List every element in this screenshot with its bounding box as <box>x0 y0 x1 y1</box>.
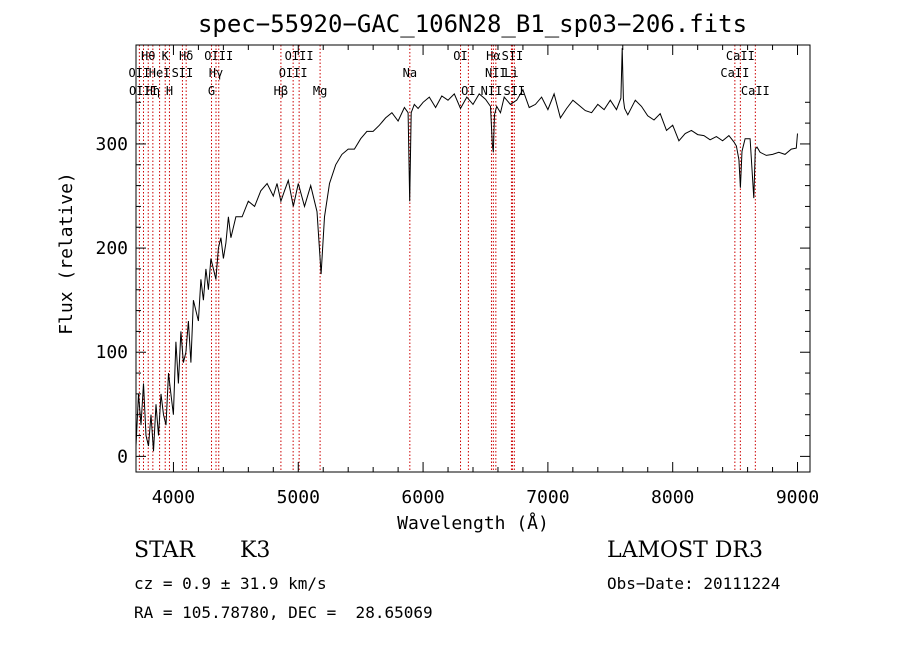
obs-date-label: Obs−Date: 20111224 <box>607 574 781 593</box>
spectral-line-label: Hα <box>486 49 500 63</box>
spectral-line-label: Na <box>403 66 417 80</box>
spectral-line-label: OII <box>129 66 151 80</box>
redshift-label: cz = 0.9 ± 31.9 km/s <box>134 574 327 593</box>
x-tick-label: 4000 <box>152 487 195 508</box>
spectral-line-label: Mg <box>313 84 327 98</box>
survey-label: LAMOST DR3 <box>607 538 763 563</box>
spectral-line-label: NII <box>481 84 503 98</box>
spectral-line-label: CaII <box>720 66 749 80</box>
plot-frame <box>135 44 811 473</box>
spectral-line-label: CaII <box>741 84 770 98</box>
x-tick-label: 7000 <box>526 487 569 508</box>
class-label: STAR <box>134 538 195 563</box>
spectral-line-label: Hβ <box>274 84 288 98</box>
y-axis-label: Flux (relative) <box>56 172 77 335</box>
subclass-label: K3 <box>240 538 271 563</box>
spectral-line-label: OIII <box>279 66 308 80</box>
x-axis-label: Wavelength (Å) <box>397 512 549 534</box>
y-tick-label: 0 <box>117 446 128 467</box>
y-tick-label: 300 <box>95 134 128 155</box>
x-tick-label: 6000 <box>401 487 444 508</box>
coordinates-label: RA = 105.78780, DEC = 28.65069 <box>134 603 433 622</box>
chart-title: spec−55920−GAC_106N28_B1_sp03−206.fits <box>197 10 748 38</box>
spectral-line-label: Hδ <box>179 49 193 63</box>
spectral-line-label: OI <box>453 49 467 63</box>
spectral-line-label: G <box>208 84 215 98</box>
y-tick-label: 200 <box>95 238 128 259</box>
spectral-line-label: SII <box>172 66 194 80</box>
spectral-line-label: SII <box>502 49 524 63</box>
x-tick-label: 8000 <box>651 487 694 508</box>
flux-series-line <box>135 48 798 452</box>
spectral-line-label: NII <box>485 66 507 80</box>
spectral-line-label: Hη <box>146 84 160 98</box>
x-tick-label: 5000 <box>277 487 320 508</box>
x-tick-label: 9000 <box>776 487 819 508</box>
spectral-line-label: Hγ <box>209 66 223 80</box>
spectral-line-label: OI <box>461 84 475 98</box>
spectral-line-label: Li <box>504 66 518 80</box>
y-tick-label: 100 <box>95 342 128 363</box>
spectral-line-label: HeI <box>149 66 171 80</box>
spectral-line-label: OIII <box>204 49 233 63</box>
spectral-line-label: H <box>166 84 173 98</box>
spectral-line-label: CaII <box>726 49 755 63</box>
spectral-line-label: Hθ <box>141 49 155 63</box>
spectral-line-label: K <box>162 49 170 63</box>
spectral-line-label: OIII <box>285 49 314 63</box>
axis-ticks: 4000 5000 6000 7000 8000 9000 0 100 200 300 <box>95 45 819 508</box>
